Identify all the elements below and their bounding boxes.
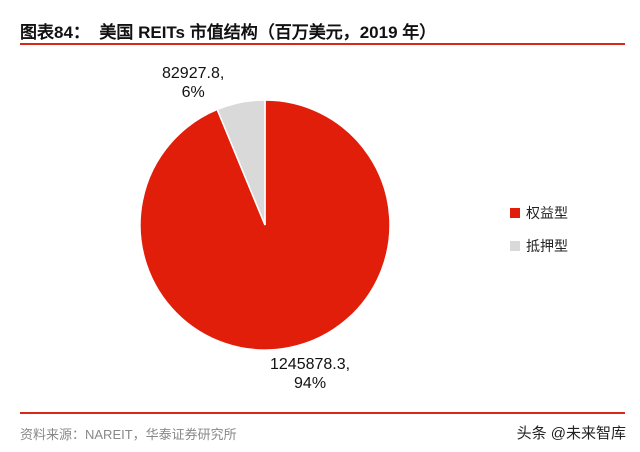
pie-slice-mortgage	[216, 99, 266, 226]
slice-value-label: 1245878.3,	[270, 356, 351, 373]
slice-label-mortgage: 82927.8, 6%	[162, 64, 224, 102]
title-divider	[20, 43, 625, 45]
slice-pct-label: 6%	[181, 84, 205, 101]
legend-swatch	[510, 208, 520, 218]
watermark: 头条 @未来智库	[516, 425, 626, 442]
legend-item-mortgage: 抵押型	[510, 236, 568, 256]
legend-swatch	[510, 241, 520, 251]
source-note: 资料来源：NAREIT，华泰证券研究所	[20, 427, 237, 442]
legend-label: 权益型	[526, 205, 568, 221]
slice-label-equity: 1245878.3, 94%	[270, 355, 350, 393]
legend-item-equity: 权益型	[510, 203, 568, 223]
slice-value-label: 82927.8,	[162, 65, 225, 82]
footer-divider	[20, 412, 625, 414]
slice-pct-label: 94%	[294, 375, 327, 392]
chart-title: 图表84： 美国 REITs 市值结构（百万美元，2019 年）	[20, 23, 437, 42]
legend-label: 抵押型	[526, 238, 568, 254]
